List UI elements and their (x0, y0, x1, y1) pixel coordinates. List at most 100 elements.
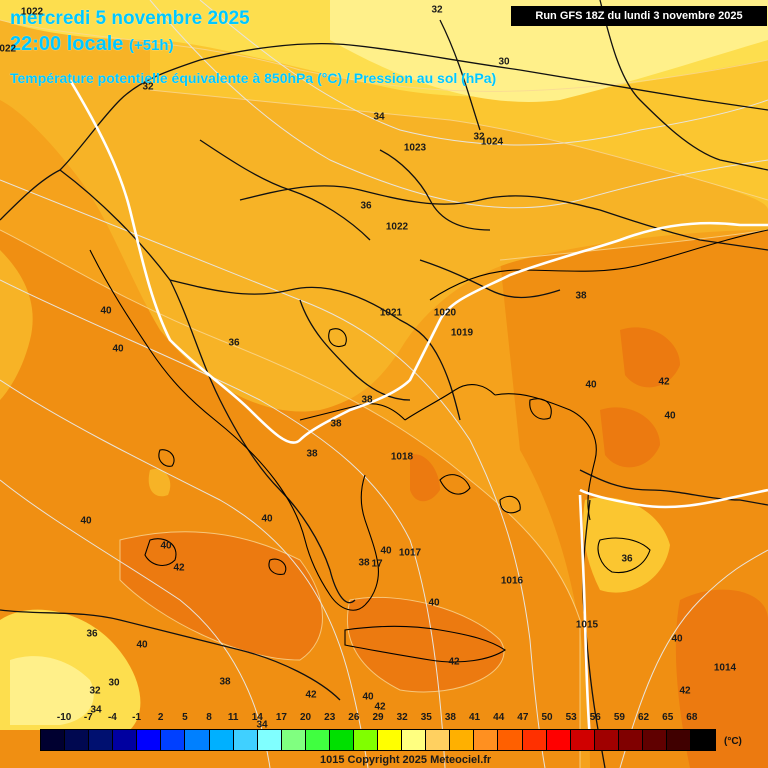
legend-swatch (329, 730, 355, 750)
pressure-1014: 1014 (713, 662, 737, 674)
legend-tick: 62 (638, 712, 650, 723)
legend-swatch (281, 730, 306, 750)
legend-swatch (257, 730, 282, 750)
legend-swatch (522, 730, 547, 750)
legend-swatch (233, 730, 258, 750)
pressure-1023: 1023 (403, 142, 427, 154)
legend-tick: 14 (251, 712, 263, 723)
theta-42-ionian: 42 (173, 562, 185, 574)
theta-42-egypt: 42 (374, 701, 386, 713)
theta-32-north: 32 (431, 4, 443, 16)
legend-swatch (185, 730, 210, 750)
legend-tick: 44 (493, 712, 505, 723)
legend-swatch (594, 730, 619, 750)
theta-40-ionian-w: 40 (80, 515, 92, 527)
legend-tick: 41 (469, 712, 481, 723)
pressure-1022-w: 1022 (0, 43, 17, 55)
legend-tick: 35 (420, 712, 432, 723)
legend-swatch (498, 730, 523, 750)
legend-tick: -4 (107, 712, 117, 723)
legend-swatch (546, 730, 571, 750)
pressure-1021: 1021 (379, 307, 403, 319)
legend-swatch (426, 730, 451, 750)
legend-swatch (691, 730, 716, 750)
copyright-text: Copyright 2025 Meteociel.fr (347, 754, 492, 766)
legend-tick: 29 (372, 712, 384, 723)
theta-32-ne: 32 (473, 131, 485, 143)
legend-tick: 8 (206, 712, 212, 723)
legend-unit: (°C) (724, 736, 742, 747)
theta-38-libya: 38 (219, 676, 231, 688)
theta-34-libya: 34 (90, 704, 102, 716)
legend-tick: 65 (662, 712, 674, 723)
theta-40-sicily: 40 (160, 540, 172, 552)
legend-tick: 26 (348, 712, 360, 723)
legend-swatch (402, 730, 427, 750)
legend-swatch (161, 730, 186, 750)
theta-40-aegean: 40 (380, 545, 392, 557)
theta-34-north: 34 (373, 111, 385, 123)
theta-40-east-med: 40 (671, 633, 683, 645)
legend-swatch (378, 730, 403, 750)
pressure-1015-levant: 1015 (575, 619, 599, 631)
legend-tick: -7 (83, 712, 93, 723)
theta-38-thrace: 38 (361, 394, 373, 406)
legend-swatch (209, 730, 234, 750)
theta-40-sw: 40 (136, 639, 148, 651)
theta-36-carpathian: 36 (360, 200, 372, 212)
theta-40-anatolia: 40 (585, 379, 597, 391)
pressure-1019: 1019 (450, 327, 474, 339)
legend-swatch (450, 730, 475, 750)
theta-42-se: 42 (679, 685, 691, 697)
pressure-1017-b: 17 (371, 558, 383, 570)
legend-tick: 47 (517, 712, 529, 723)
copyright-line: 1015 Copyright 2025 Meteociel.fr (320, 754, 491, 766)
theta-38-aegean-n: 38 (330, 418, 342, 430)
forecast-date: mercredi 5 novembre 2025 (10, 8, 250, 29)
theta-40-ionian: 40 (261, 513, 273, 525)
theta-32-w: 32 (142, 81, 154, 93)
theta-42-crete: 42 (448, 656, 460, 668)
pressure-1024: 1024 (480, 136, 504, 148)
theta-36-balkans: 36 (228, 337, 240, 349)
coastlines (89, 229, 768, 663)
legend-tick: 56 (589, 712, 601, 723)
theta-40-italy: 40 (112, 343, 124, 355)
legend-swatch (618, 730, 643, 750)
legend-swatch (667, 730, 692, 750)
legend-tick: 20 (300, 712, 312, 723)
theta-30-libya: 30 (108, 677, 120, 689)
theta-38-peloponnese: 38 (358, 557, 370, 569)
theta-30-north: 30 (498, 56, 510, 68)
theta-32-libya: 32 (89, 685, 101, 697)
legend-tick: -1 (132, 712, 142, 723)
legend-tick-labels: -10 -7 -4 -1 2 5 8 11 14 17 20 23 26 29 32 35 38 41 44 47 50… (40, 712, 716, 728)
map-parameter-title: Température potentielle équivalente à 85… (10, 70, 497, 86)
legend-swatch (137, 730, 162, 750)
theta-e-fill-light (0, 0, 768, 730)
legend-swatch (65, 730, 90, 750)
forecast-time: 22:00 locale (+51h) (10, 33, 174, 56)
legend-tick: 38 (444, 712, 456, 723)
theta-40-crete-n: 40 (428, 597, 440, 609)
legend-tick: 59 (613, 712, 625, 723)
theta-36-sw: 36 (86, 628, 98, 640)
pressure-1018: 1018 (390, 451, 414, 463)
legend-tick: 32 (396, 712, 408, 723)
legend-tick: 53 (565, 712, 577, 723)
isobar-1020-white (68, 79, 768, 741)
theta-38-blacksea: 38 (575, 290, 587, 302)
legend-swatch (354, 730, 379, 750)
legend-tick: 68 (686, 712, 698, 723)
theta-40-east: 40 (664, 410, 676, 422)
theta-42-anatolia: 42 (658, 376, 670, 388)
legend-swatch (113, 730, 138, 750)
theta-42-libya: 42 (305, 689, 317, 701)
model-run-label: Run GFS 18Z du lundi 3 novembre 2025 (511, 6, 767, 26)
legend-swatch (89, 730, 114, 750)
legend-tick: -10 (56, 712, 72, 723)
pressure-1017-a: 1017 (398, 547, 422, 559)
theta-40-adriatic: 40 (100, 305, 112, 317)
